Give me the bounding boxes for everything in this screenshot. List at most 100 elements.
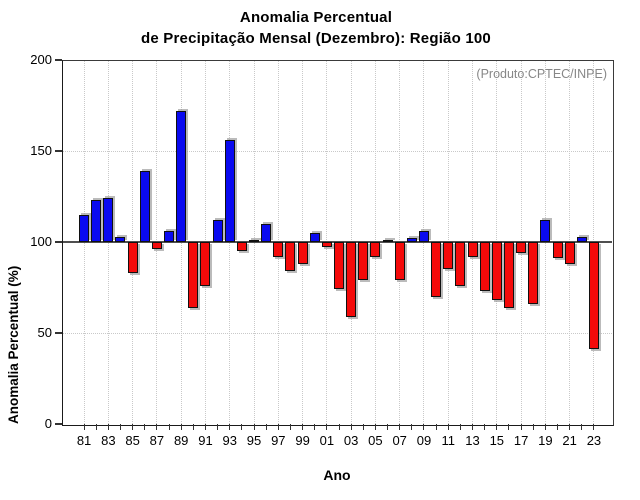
x-tick-label: 85	[125, 433, 140, 448]
y-axis-title: Anomalia Percentual (%)	[6, 265, 21, 424]
bar-96	[261, 223, 272, 242]
y-tick-label: 0	[44, 416, 52, 431]
bar-91	[200, 242, 211, 286]
chart-title: Anomalia Percentual de Precipitação Mens…	[0, 7, 632, 49]
plot-area	[62, 60, 612, 424]
x-tick	[83, 424, 85, 430]
bar-00	[309, 232, 320, 242]
x-tick	[132, 424, 134, 430]
bar-08	[406, 238, 417, 242]
bar-09	[418, 231, 429, 242]
x-tick-label: 95	[246, 433, 262, 448]
x-tick	[156, 424, 158, 430]
x-tick	[411, 424, 413, 430]
bar-86	[139, 171, 150, 242]
bar-89	[176, 110, 187, 242]
bar-16	[503, 242, 514, 308]
x-tick-label: 93	[222, 433, 237, 448]
x-tick	[387, 424, 389, 430]
plot-frame	[62, 60, 614, 426]
bar-17	[516, 242, 527, 253]
x-tick	[192, 424, 194, 430]
bar-84	[115, 236, 126, 242]
chart-title-line1: Anomalia Percentual	[239, 9, 393, 26]
x-tick	[314, 424, 316, 430]
bar-98	[285, 242, 296, 272]
bar-22	[576, 236, 587, 242]
x-tick	[95, 424, 97, 430]
x-tick-label: 21	[562, 433, 577, 448]
x-tick	[484, 424, 486, 430]
x-tick-label: 05	[368, 433, 383, 448]
x-tick	[399, 424, 401, 430]
x-tick	[593, 424, 595, 430]
x-tick	[107, 424, 109, 430]
x-tick	[326, 424, 328, 430]
bar-23	[588, 242, 599, 350]
x-tick-label: 07	[392, 433, 407, 448]
x-tick	[289, 424, 291, 430]
bar-95	[249, 240, 260, 243]
bar-07	[394, 242, 405, 281]
x-tick-label: 01	[319, 433, 335, 448]
x-tick-label: 09	[416, 433, 432, 448]
x-tick-label: 11	[441, 433, 456, 448]
bar-81	[79, 214, 90, 242]
y-tick-label: 100	[30, 234, 52, 249]
bar-10	[431, 242, 442, 297]
x-tick-label: 17	[513, 433, 529, 448]
x-tick-label: 99	[295, 433, 310, 448]
bar-83	[103, 198, 114, 242]
x-tick-label: 87	[149, 433, 165, 448]
bar-20	[552, 242, 563, 259]
bar-01	[321, 242, 332, 248]
x-tick	[217, 424, 219, 430]
x-tick-label: 23	[586, 433, 602, 448]
x-tick	[544, 424, 546, 430]
bar-82	[91, 200, 102, 242]
product-annotation: (Produto:CPTEC/INPE)	[476, 67, 607, 81]
bar-97	[273, 242, 284, 257]
y-tick-label: 200	[30, 52, 52, 67]
bar-05	[370, 242, 381, 257]
x-tick-label: 03	[343, 433, 359, 448]
x-tick	[302, 424, 304, 430]
x-tick-label: 89	[173, 433, 189, 448]
y-tick	[55, 332, 62, 334]
bar-03	[346, 242, 357, 317]
x-tick	[581, 424, 583, 430]
x-tick-label: 13	[465, 433, 480, 448]
y-tick	[55, 59, 62, 61]
x-tick	[362, 424, 364, 430]
x-tick-label: 19	[538, 433, 553, 448]
bar-99	[297, 242, 308, 264]
x-tick	[338, 424, 340, 430]
bar-12	[455, 242, 466, 286]
bar-02	[334, 242, 344, 290]
bar-93	[224, 140, 235, 242]
x-tick	[350, 424, 352, 430]
y-tick-label: 150	[30, 143, 52, 158]
bar-19	[540, 220, 551, 242]
x-tick	[229, 424, 231, 430]
y-tick-label: 50	[37, 325, 52, 340]
x-axis-title: Ano	[323, 467, 351, 483]
x-tick	[277, 424, 279, 430]
x-tick	[459, 424, 461, 430]
x-tick	[508, 424, 510, 430]
bar-94	[236, 242, 247, 252]
bar-13	[467, 242, 478, 257]
x-tick-label: 91	[198, 433, 213, 448]
x-tick	[180, 424, 182, 430]
bar-11	[443, 242, 454, 270]
bar-85	[127, 242, 138, 273]
bar-87	[151, 242, 162, 250]
x-tick	[168, 424, 170, 430]
x-tick	[423, 424, 425, 430]
x-tick	[435, 424, 437, 430]
x-tick	[520, 424, 522, 430]
x-tick-label: 81	[76, 433, 92, 448]
bar-90	[188, 242, 199, 308]
x-tick	[374, 424, 376, 430]
x-tick-label: 15	[489, 433, 505, 448]
